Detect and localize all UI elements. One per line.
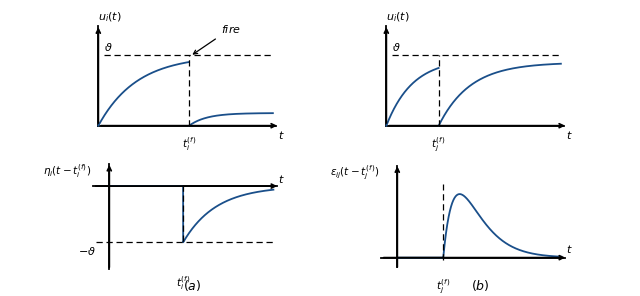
Text: $t_i^{(f)}$: $t_i^{(f)}$	[176, 274, 190, 292]
Text: $fire$: $fire$	[193, 23, 241, 54]
Text: $t_i^{(f)}$: $t_i^{(f)}$	[182, 135, 196, 153]
Text: $(b)$: $(b)$	[470, 278, 490, 293]
Text: $t_j^{(f)}$: $t_j^{(f)}$	[436, 277, 451, 296]
Text: $-\vartheta$: $-\vartheta$	[78, 244, 96, 257]
Text: $\epsilon_{ij}(t-t_j^{(f)})$: $\epsilon_{ij}(t-t_j^{(f)})$	[330, 163, 380, 182]
Text: $t_j^{(f)}$: $t_j^{(f)}$	[431, 135, 446, 154]
Text: $u_i(t)$: $u_i(t)$	[387, 10, 410, 23]
Text: $t$: $t$	[566, 129, 573, 141]
Text: $\vartheta$: $\vartheta$	[104, 41, 112, 53]
Text: $(a)$: $(a)$	[183, 278, 201, 293]
Text: $t$: $t$	[278, 173, 285, 185]
Text: $u_i(t)$: $u_i(t)$	[99, 10, 122, 23]
Text: $t$: $t$	[566, 243, 573, 255]
Text: $\eta_i(t-t_i^{(f)})$: $\eta_i(t-t_i^{(f)})$	[43, 162, 92, 180]
Text: $\vartheta$: $\vartheta$	[392, 41, 400, 53]
Text: $t$: $t$	[278, 129, 285, 141]
